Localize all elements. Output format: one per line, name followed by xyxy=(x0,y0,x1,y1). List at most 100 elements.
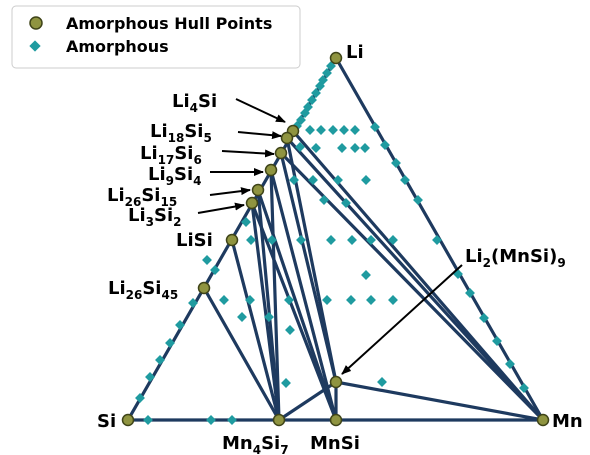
label-li3si2: Li3Si2 xyxy=(128,205,182,229)
amorphous-point xyxy=(188,298,198,308)
amorphous-point xyxy=(328,125,338,135)
amorphous-point xyxy=(479,313,489,323)
corner-label-mn: Mn xyxy=(552,411,583,432)
amorphous-point xyxy=(245,295,255,305)
amorphous-point xyxy=(361,270,371,280)
tie-li9si4-mnsi xyxy=(269,168,338,422)
arrow-li3si2 xyxy=(197,202,245,214)
amorphous-point xyxy=(135,393,145,403)
label-li18si5: Li18Si5 xyxy=(150,121,212,145)
amorphous-point xyxy=(333,175,343,185)
hull-point-mn4si7 xyxy=(272,413,286,427)
legend-hull-marker xyxy=(29,16,43,30)
legend-hull-label: Amorphous Hull Points xyxy=(66,14,272,33)
amorphous-point xyxy=(264,312,274,322)
amorphous-point xyxy=(241,217,251,227)
amorphous-point xyxy=(391,158,401,168)
amorphous-point xyxy=(305,125,315,135)
amorphous-point xyxy=(155,355,165,365)
amorphous-points xyxy=(135,61,529,425)
amorphous-point xyxy=(400,175,410,185)
hull-point-lisi xyxy=(225,233,239,247)
amorphous-point xyxy=(377,377,387,387)
corner-label-si: Si xyxy=(97,411,116,432)
amorphous-point xyxy=(432,235,442,245)
label-li17si6: Li17Si6 xyxy=(140,143,202,167)
amorphous-point xyxy=(361,175,371,185)
hull-point-li26si45 xyxy=(197,281,211,295)
tie-li26si45-mn4si7 xyxy=(202,286,281,422)
amorphous-point xyxy=(366,295,376,305)
amorphous-point xyxy=(322,295,332,305)
label-li2mnsi9: Li2(MnSi)9 xyxy=(465,246,566,270)
amorphous-point xyxy=(296,235,306,245)
tie-lisi-mn4si7 xyxy=(230,238,281,422)
amorphous-point xyxy=(350,125,360,135)
amorphous-point xyxy=(219,295,229,305)
amorphous-point xyxy=(246,235,256,245)
hull-point-li26si15 xyxy=(251,183,265,197)
amorphous-point xyxy=(319,195,329,205)
arrow-li18si5 xyxy=(237,131,282,140)
hull-point-li17si6 xyxy=(274,146,288,160)
amorphous-point xyxy=(380,140,390,150)
corner-label-li: Li xyxy=(346,42,364,63)
label-mnsi: MnSi xyxy=(310,433,360,454)
amorphous-point xyxy=(347,235,357,245)
arrow-li2mnsi9 xyxy=(341,264,463,375)
amorphous-point xyxy=(284,295,294,305)
amorphous-point xyxy=(143,415,153,425)
amorphous-point xyxy=(337,143,347,153)
label-lisi: LiSi xyxy=(176,230,213,251)
amorphous-point xyxy=(175,320,185,330)
hull-point-mn xyxy=(536,413,550,427)
amorphous-point xyxy=(350,143,360,153)
hull-point-si xyxy=(121,413,135,427)
label-li26si15: Li26Si15 xyxy=(107,185,177,209)
amorphous-point xyxy=(285,325,295,335)
amorphous-point xyxy=(341,198,351,208)
tie-mn4si7-li2mnsi9 xyxy=(277,380,338,422)
tie-li18si5-mn xyxy=(285,136,545,422)
amorphous-point xyxy=(388,295,398,305)
amorphous-point xyxy=(267,235,277,245)
arrow-li4si xyxy=(235,98,286,123)
amorphous-point xyxy=(326,235,336,245)
amorphous-point xyxy=(360,143,370,153)
hull-points xyxy=(121,51,550,427)
amorphous-point xyxy=(339,125,349,135)
legend-box xyxy=(11,5,301,69)
amorphous-point xyxy=(316,125,326,135)
arrow-li26si15 xyxy=(209,187,251,196)
legend-amorphous-label: Amorphous xyxy=(66,37,169,56)
hull-point-li3si2 xyxy=(245,196,259,210)
tie-li3si2-mnsi xyxy=(250,201,338,422)
hull-point-li2mnsi9 xyxy=(329,375,343,389)
amorphous-point xyxy=(237,312,247,322)
label-mn4si7: Mn4Si7 xyxy=(222,433,289,455)
annotation-arrows xyxy=(197,98,463,375)
amorphous-point xyxy=(311,143,321,153)
amorphous-point xyxy=(505,359,515,369)
amorphous-point xyxy=(388,235,398,245)
amorphous-point xyxy=(165,338,175,348)
amorphous-point xyxy=(206,415,216,425)
amorphous-point xyxy=(519,383,529,393)
tie-li2mnsi9-mn xyxy=(334,380,545,422)
amorphous-point xyxy=(145,372,155,382)
amorphous-point xyxy=(289,175,299,185)
label-li4si: Li4Si xyxy=(172,91,217,115)
amorphous-point xyxy=(366,235,376,245)
arrow-li17si6 xyxy=(221,149,275,158)
amorphous-point xyxy=(295,142,305,152)
amorphous-point xyxy=(210,265,220,275)
amorphous-point xyxy=(281,378,291,388)
tie-li9si4-mn4si7 xyxy=(269,168,281,422)
tie-li26si15-mnsi xyxy=(256,188,338,422)
hull-point-mnsi xyxy=(329,413,343,427)
hull-point-li9si4 xyxy=(264,163,278,177)
amorphous-point xyxy=(465,288,475,298)
hull-point-li xyxy=(329,51,343,65)
